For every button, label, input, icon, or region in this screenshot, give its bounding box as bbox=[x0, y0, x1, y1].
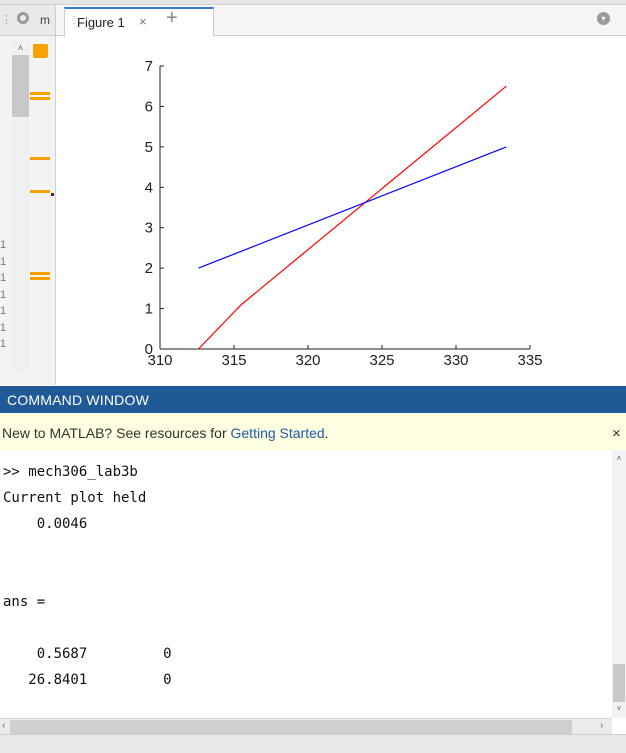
figure-menu-icon[interactable]: ▾ bbox=[597, 12, 610, 25]
close-banner-icon[interactable]: × bbox=[612, 425, 621, 442]
editor-tab-label[interactable]: m bbox=[40, 13, 50, 27]
code-analyzer-status-icon[interactable] bbox=[33, 44, 48, 58]
line-number: 1 bbox=[0, 305, 7, 317]
figure-window: ⋮ Figure 1 × + ▾ 310 315 320 325 330 335 0 1 2 3 4… bbox=[56, 5, 626, 385]
console-line: Current plot held bbox=[3, 490, 147, 506]
series-line-1 bbox=[198, 85, 507, 350]
y-tick-label: 3 bbox=[145, 220, 153, 237]
x-tick-label: 315 bbox=[221, 352, 246, 369]
console-line: 0.0046 bbox=[3, 516, 88, 532]
drag-handle-icon[interactable]: ⋮ bbox=[1, 13, 12, 26]
line-number: 1 bbox=[0, 255, 7, 268]
line-chart[interactable]: 310 315 320 325 330 335 0 1 2 3 4 5 6 7 bbox=[56, 35, 626, 385]
y-tick-label: 0 bbox=[145, 341, 153, 358]
console-line: ans = bbox=[3, 594, 46, 610]
x-tick-label: 325 bbox=[369, 352, 394, 369]
y-tick-label: 1 bbox=[145, 301, 153, 318]
editor-tabbar: ⋮ m bbox=[0, 5, 55, 36]
x-tick-label: 330 bbox=[443, 352, 468, 369]
splitter-dot bbox=[51, 193, 54, 196]
scroll-up-icon[interactable]: ˄ bbox=[17, 43, 24, 53]
editor-scrollbar[interactable]: ˄ bbox=[12, 41, 29, 371]
y-tick-label: 5 bbox=[145, 139, 153, 156]
add-tab-icon[interactable]: + bbox=[166, 7, 178, 29]
close-tab-icon[interactable]: × bbox=[139, 14, 147, 29]
scroll-thumb[interactable] bbox=[613, 664, 625, 702]
x-tick-label: 310 bbox=[147, 352, 172, 369]
command-output[interactable]: >> mech306_lab3b Current plot held 0.004… bbox=[0, 450, 612, 718]
tab-figure-1[interactable]: ⋮ Figure 1 × bbox=[64, 7, 214, 37]
scroll-thumb[interactable] bbox=[12, 55, 29, 117]
console-line: 0.5687 0 bbox=[3, 646, 172, 662]
line-number: 1 bbox=[0, 272, 7, 284]
tab-label[interactable]: Figure 1 bbox=[77, 15, 125, 30]
console-line: 26.8401 0 bbox=[3, 672, 172, 688]
warning-marker[interactable] bbox=[30, 190, 50, 193]
banner-period: . bbox=[324, 425, 329, 441]
scroll-up-icon[interactable]: ˄ bbox=[616, 454, 622, 463]
info-banner: New to MATLAB? See resources for Getting… bbox=[0, 413, 626, 451]
banner-message: New to MATLAB? See resources for bbox=[2, 425, 231, 441]
figure-tabbar: ⋮ Figure 1 × + ▾ bbox=[56, 5, 626, 37]
scroll-left-icon[interactable]: ‹ bbox=[2, 720, 6, 731]
scroll-thumb[interactable] bbox=[10, 720, 572, 734]
editor-panel: ⋮ m ˄ 1 1 1 1 1 1 1 bbox=[0, 5, 56, 385]
getting-started-link[interactable]: Getting Started bbox=[230, 425, 325, 441]
series-line-2 bbox=[198, 146, 507, 269]
warning-marker[interactable] bbox=[30, 272, 50, 275]
x-tick-label: 335 bbox=[517, 352, 542, 369]
scroll-right-icon[interactable]: › bbox=[600, 720, 604, 731]
line-number: 1 bbox=[0, 338, 7, 350]
line-number: 1 bbox=[0, 321, 7, 334]
command-window-header[interactable]: COMMAND WINDOW bbox=[0, 386, 626, 413]
line-numbers: 1 1 1 1 1 1 1 bbox=[0, 237, 10, 353]
x-tick-label: 320 bbox=[295, 352, 320, 369]
warning-marker[interactable] bbox=[30, 97, 50, 100]
y-tick-label: 2 bbox=[145, 260, 153, 277]
y-tick-label: 7 bbox=[145, 58, 153, 75]
console-horizontal-scrollbar[interactable]: ‹ › bbox=[0, 718, 612, 735]
warning-marker[interactable] bbox=[30, 157, 50, 160]
command-window-title: COMMAND WINDOW bbox=[7, 392, 150, 408]
scroll-down-icon[interactable]: ˅ bbox=[616, 704, 622, 713]
console-vertical-scrollbar[interactable]: ˄ ˅ bbox=[612, 450, 626, 718]
window-top-edge bbox=[0, 0, 626, 5]
line-number: 1 bbox=[0, 288, 7, 301]
editor-menu-icon[interactable] bbox=[17, 12, 29, 24]
console-line: >> mech306_lab3b bbox=[3, 464, 138, 480]
warning-marker[interactable] bbox=[30, 277, 50, 280]
warning-marker[interactable] bbox=[30, 92, 50, 95]
y-tick-label: 6 bbox=[145, 98, 153, 115]
line-number: 1 bbox=[0, 239, 7, 251]
banner-text: New to MATLAB? See resources for Getting… bbox=[2, 425, 329, 441]
status-bar bbox=[0, 734, 626, 753]
y-tick-label: 4 bbox=[145, 179, 153, 196]
tab-grip-icon[interactable]: ⋮ bbox=[69, 15, 79, 26]
